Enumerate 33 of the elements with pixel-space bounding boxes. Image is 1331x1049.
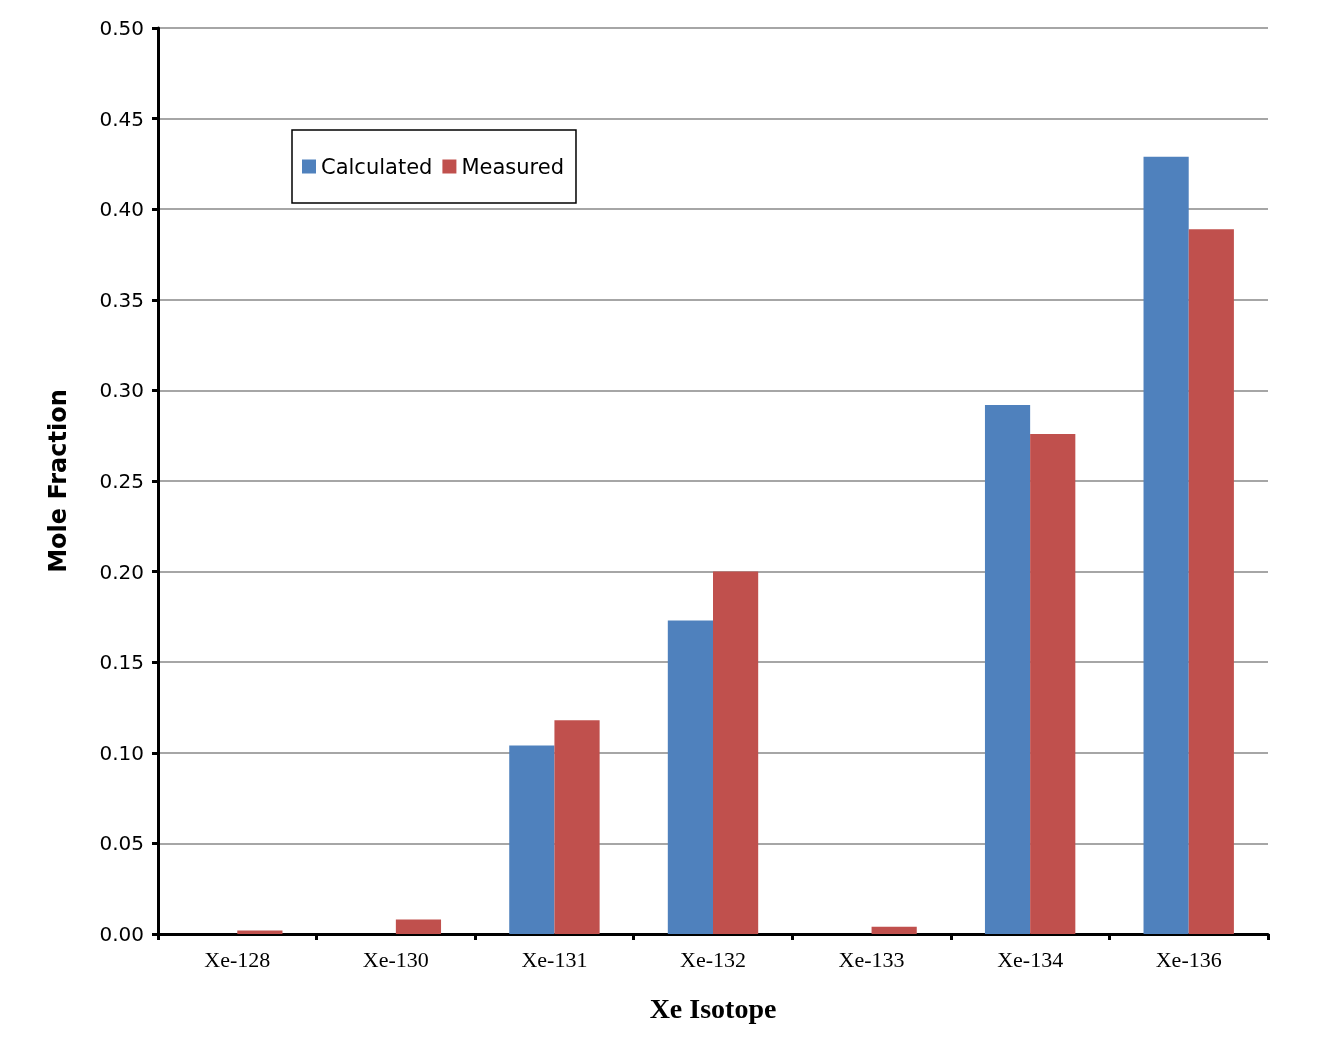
- x-axis-title: Xe Isotope: [649, 992, 777, 1024]
- y-tick-label: 0.45: [99, 106, 144, 131]
- x-tick-label: Xe-134: [997, 946, 1064, 972]
- bar: [667, 620, 713, 934]
- x-tick-label: Xe-136: [1155, 946, 1222, 972]
- y-tick-label: 0.30: [99, 378, 144, 403]
- bar: [984, 404, 1031, 934]
- bar: [713, 571, 759, 934]
- y-tick-label: 0.50: [99, 16, 144, 40]
- bar: [871, 926, 917, 934]
- y-tick-label: 0.00: [99, 922, 144, 946]
- x-tick-label: Xe-131: [521, 946, 588, 972]
- y-tick-label: 0.35: [99, 287, 144, 312]
- y-tick-label: 0.10: [99, 740, 144, 765]
- bar: [237, 930, 283, 934]
- legend-label: Calculated: [321, 154, 433, 179]
- x-tick-label: Xe-130: [362, 946, 429, 972]
- y-axis-title: Mole Fraction: [44, 389, 72, 573]
- y-tick-label: 0.25: [99, 469, 144, 493]
- bar: [509, 745, 555, 934]
- bar: [1143, 156, 1189, 934]
- bar: [554, 720, 600, 934]
- x-tick-label: Xe-128: [204, 946, 271, 972]
- bar: [1030, 433, 1076, 934]
- y-tick-label: 0.20: [99, 559, 144, 584]
- y-tick-label: 0.40: [99, 197, 144, 222]
- x-tick-label: Xe-132: [680, 946, 746, 972]
- x-tick-label: Xe-133: [838, 946, 905, 972]
- bar: [1188, 229, 1234, 934]
- y-tick-label: 0.15: [99, 650, 144, 675]
- legend-label: Measured: [461, 154, 564, 179]
- bar: [395, 919, 442, 934]
- y-tick-label: 0.05: [99, 831, 144, 856]
